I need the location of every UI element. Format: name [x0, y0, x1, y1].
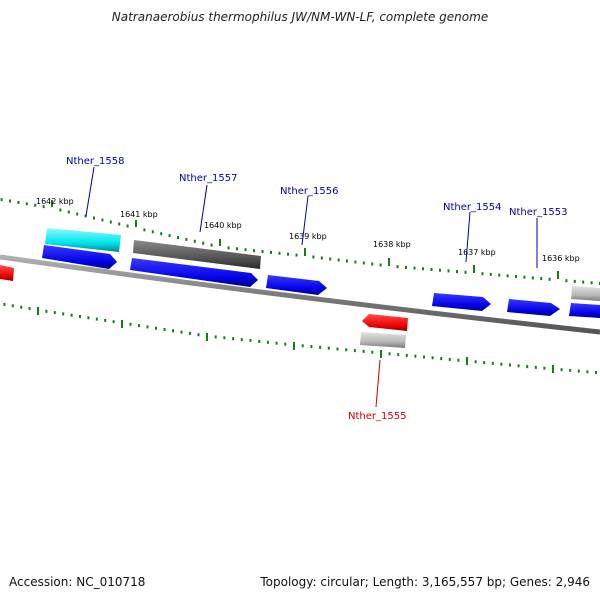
gene-nther-1555-cds-arrow[interactable] — [362, 314, 408, 331]
gene-nther-1558-feature[interactable] — [45, 228, 121, 252]
leader-nther-1556 — [301, 195, 309, 246]
gene-label-nther-1554[interactable]: Nther_1554 — [443, 202, 501, 213]
scale-label-1641: 1641 kbp — [120, 210, 158, 219]
upper-scale-minor-ticks — [0, 198, 600, 285]
label-leader-lines — [85, 166, 538, 408]
leader-nther-1554 — [465, 211, 471, 263]
scale-label-1638: 1638 kbp — [373, 240, 411, 249]
scale-label-1640: 1640 kbp — [204, 221, 242, 230]
genome-backbone — [0, 254, 600, 335]
gene-edge-left-reverse-cds[interactable] — [0, 265, 14, 281]
gene-nther-1558-cds-arrow[interactable] — [42, 245, 117, 269]
gene-nther-1553-cds-arrow[interactable] — [507, 299, 560, 316]
gene-nther-1557-cds-arrow[interactable] — [130, 258, 258, 287]
gene-label-nther-1556[interactable]: Nther_1556 — [280, 186, 338, 197]
gene-label-nther-1557[interactable]: Nther_1557 — [179, 173, 237, 184]
gene-label-nther-1558[interactable]: Nther_1558 — [66, 156, 124, 167]
scale-label-1642: 1642 kbp — [36, 197, 74, 206]
gene-edge-right-cds-arrow[interactable] — [569, 303, 600, 318]
leader-nther-1557 — [199, 184, 208, 233]
lower-scale-major-ticks — [37, 307, 554, 373]
genome-summary-text: Topology: circular; Length: 3,165,557 bp… — [260, 575, 590, 589]
scale-label-1637: 1637 kbp — [458, 248, 496, 257]
scale-label-1636: 1636 kbp — [542, 254, 580, 263]
gene-edge-right-feature[interactable] — [571, 286, 600, 301]
accession-text: Accession: NC_010718 — [9, 575, 146, 589]
scale-label-1639: 1639 kbp — [289, 232, 327, 241]
upper-scale-major-ticks — [51, 200, 559, 279]
leader-nther-1555 — [375, 359, 381, 408]
gene-label-nther-1555[interactable]: Nther_1555 — [348, 411, 406, 422]
lower-scale-minor-ticks — [3, 302, 597, 374]
gene-label-nther-1553[interactable]: Nther_1553 — [509, 207, 567, 218]
gene-nther-1554-cds-arrow[interactable] — [432, 293, 491, 311]
gene-nther-1556-cds-arrow[interactable] — [266, 275, 327, 295]
gene-nther-1555-feature[interactable] — [360, 332, 406, 348]
map-title: Natranaerobius thermophilus JW/NM-WN-LF,… — [111, 10, 489, 24]
gene-nther-1557-feature[interactable] — [133, 240, 261, 269]
leader-nther-1558 — [85, 166, 95, 217]
